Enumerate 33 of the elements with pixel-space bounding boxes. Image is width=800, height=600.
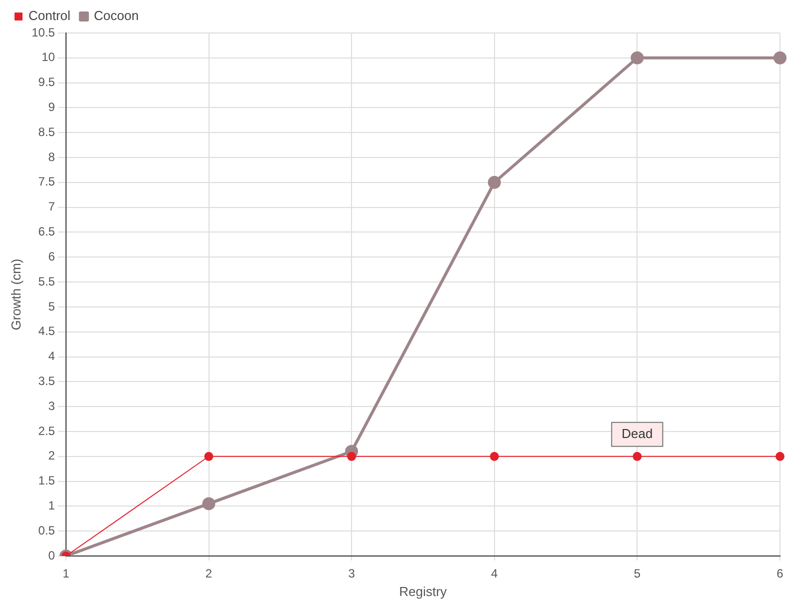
- y-tick-label: 5.5: [38, 274, 56, 288]
- y-tick-label: 10.5: [32, 25, 56, 40]
- x-tick-label: 4: [491, 566, 498, 581]
- y-tick-label: 6: [48, 249, 56, 264]
- y-tick-label: 9.5: [38, 75, 56, 90]
- x-tick-label: 5: [634, 566, 641, 581]
- y-tick-label: 1: [48, 498, 56, 513]
- y-tick-label: 4.5: [38, 324, 56, 338]
- y-tick-label: 4: [48, 349, 56, 364]
- legend-label: Cocoon: [94, 8, 139, 24]
- y-tick-label: 8: [48, 150, 56, 164]
- y-tick-label: 3: [48, 398, 56, 413]
- x-tick-label: 1: [62, 566, 70, 581]
- y-tick-label: 7.5: [38, 174, 56, 189]
- y-tick-label: 1.5: [38, 474, 56, 488]
- y-tick-label: 5: [48, 299, 56, 314]
- y-tick-label: 0: [48, 548, 56, 562]
- y-axis-title: Growth (cm): [8, 258, 24, 330]
- y-tick-label: 2: [48, 448, 56, 463]
- y-tick-label: 6.5: [38, 224, 56, 239]
- x-axis-title: Registry: [399, 584, 448, 599]
- x-tick-label: 3: [348, 566, 356, 581]
- legend-label: Control: [28, 8, 71, 24]
- y-tick-label: 0.5: [38, 523, 56, 538]
- x-tick-label: 6: [776, 566, 784, 581]
- y-tick-label: 9: [48, 100, 56, 114]
- annotation: Dead: [622, 426, 653, 441]
- y-tick-label: 3.5: [38, 374, 56, 388]
- y-tick-label: 10: [42, 50, 56, 64]
- x-tick-label: 2: [205, 566, 212, 581]
- y-tick-label: 8.5: [38, 124, 56, 139]
- y-tick-label: 7: [48, 200, 56, 214]
- y-tick-label: 2.5: [38, 424, 56, 438]
